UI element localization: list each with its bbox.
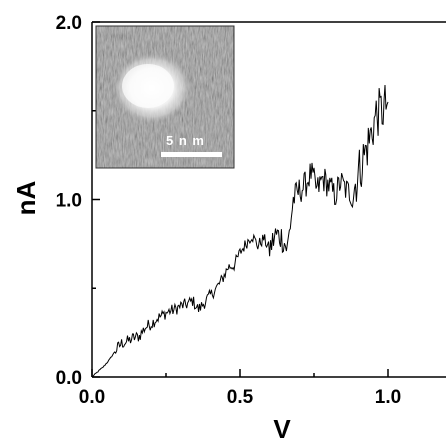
inset-border: [95, 25, 235, 169]
inset-stm-image: [96, 26, 234, 168]
scale-bar: [161, 152, 222, 157]
x-tick-label: 1.0: [375, 387, 401, 408]
axis-ticks: [91, 21, 389, 378]
x-axis-title: V: [273, 414, 291, 440]
y-tick-label: 2.0: [56, 13, 82, 34]
y-tick-label: 0.0: [56, 368, 82, 389]
series-line: [91, 84, 389, 378]
tick-labels: 0.0 0.5 1.0 0.0 1.0 2.0: [56, 13, 402, 408]
y-tick-label: 1.0: [56, 191, 82, 212]
scale-bar-label: 5 n m: [166, 133, 205, 148]
x-tick-label: 0.0: [79, 387, 105, 408]
x-tick-label: 0.5: [227, 387, 254, 408]
y-axis-title: nA: [11, 180, 41, 215]
